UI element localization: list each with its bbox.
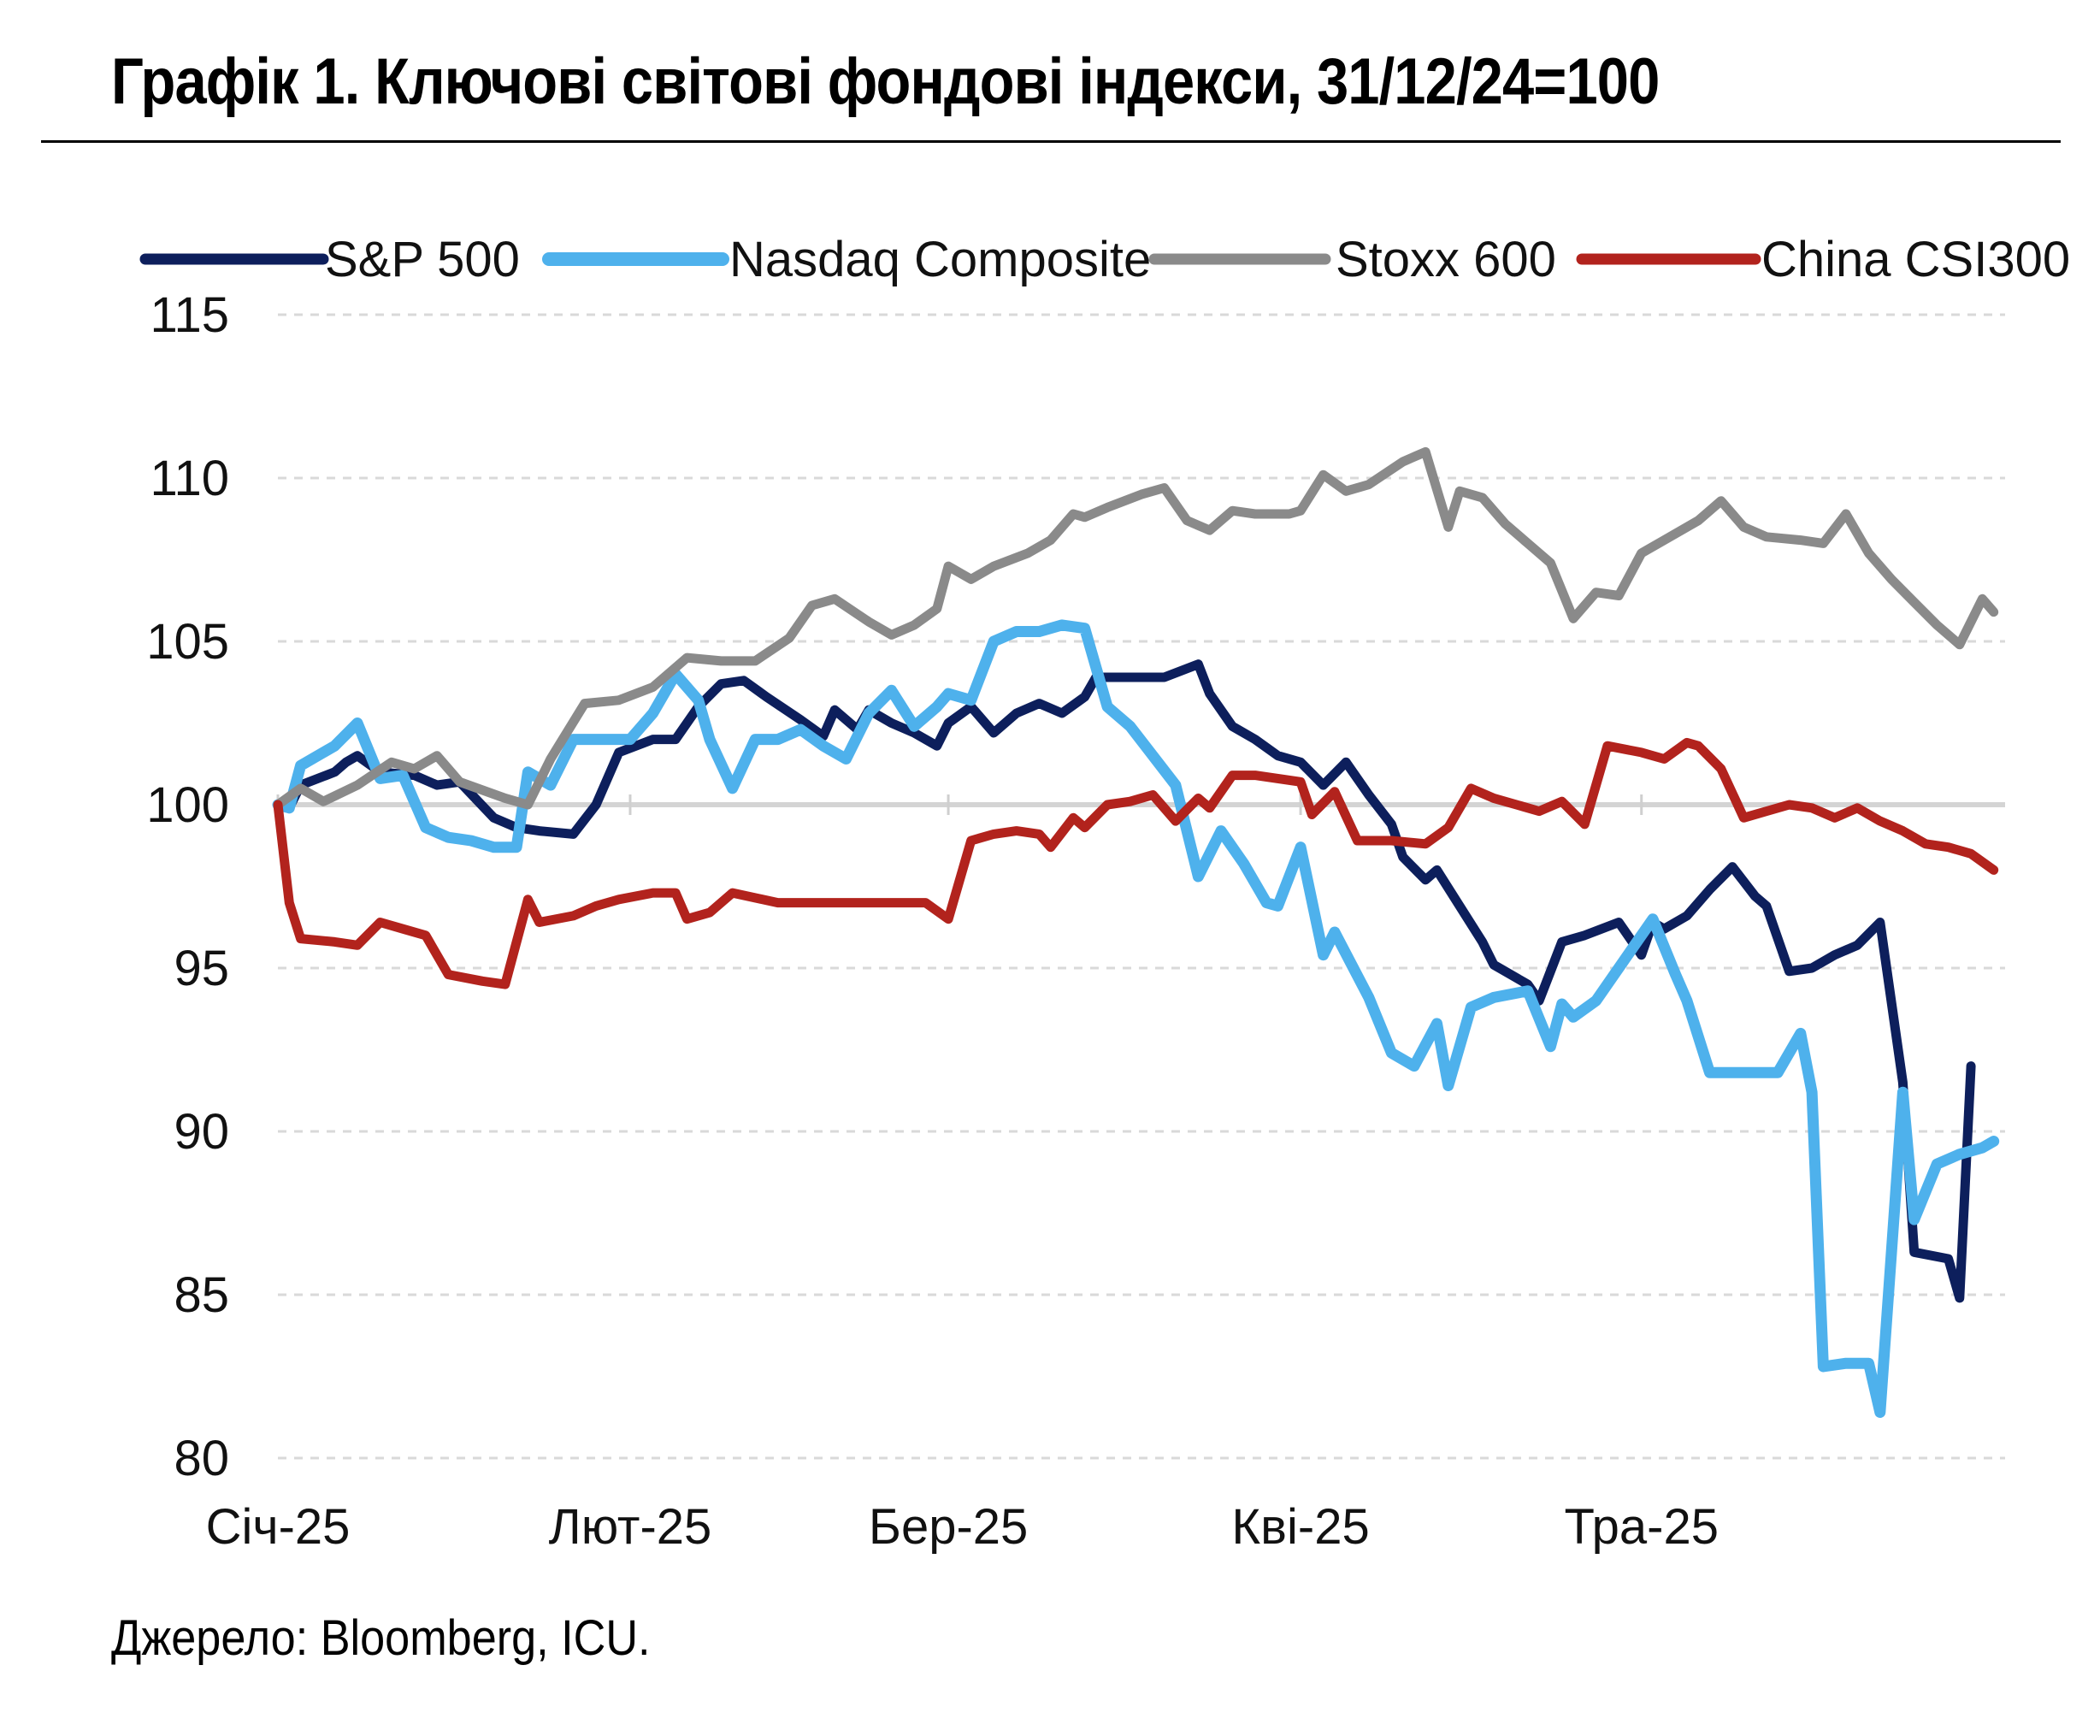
y-tick-label: 110 <box>150 451 229 506</box>
series-line-s-p-500 <box>273 659 1976 1303</box>
legend-label: China CSI300 <box>1761 232 2070 287</box>
series-line-nasdaq-composite <box>272 619 2000 1418</box>
chart-legend: S&P 500 Nasdaq Composite Stoxx 600 China CS… <box>139 232 2070 287</box>
series-line-stoxx-600 <box>273 446 1999 810</box>
series-line-china-csi300 <box>273 737 1999 989</box>
title-divider <box>41 140 2061 143</box>
y-axis-ticks: 80 85 90 95 100 105 110 115 <box>146 287 229 1486</box>
x-tick-label: Кві-25 <box>1231 1499 1369 1555</box>
x-tick-label: Тра-25 <box>1564 1499 1719 1555</box>
x-tick-label: Січ-25 <box>206 1499 351 1555</box>
y-tick-label: 80 <box>174 1431 229 1486</box>
y-tick-label: 100 <box>146 777 229 833</box>
legend-label: Nasdaq Composite <box>729 232 1151 287</box>
x-tick-label: Бер-25 <box>869 1499 1028 1555</box>
y-tick-label: 95 <box>174 941 229 996</box>
y-tick-label: 85 <box>174 1267 229 1323</box>
y-tick-label: 115 <box>150 287 229 343</box>
legend-label: S&P 500 <box>325 232 520 287</box>
chart-source: Джерело: Bloomberg, ICU. <box>111 1610 651 1666</box>
y-tick-label: 105 <box>146 614 229 670</box>
x-axis-ticks: Січ-25 Лют-25 Бер-25 Кві-25 Тра-25 <box>206 794 1719 1555</box>
chart-gridlines <box>278 313 2005 1460</box>
y-tick-label: 90 <box>174 1104 229 1160</box>
line-chart: S&P 500 Nasdaq Composite Stoxx 600 China CS… <box>139 232 2070 1555</box>
chart-series <box>272 446 2000 1418</box>
legend-label: Stoxx 600 <box>1336 232 1556 287</box>
x-tick-label: Лют-25 <box>549 1499 712 1555</box>
chart-title: Графік 1. Ключові світові фондові індекс… <box>111 45 1660 118</box>
